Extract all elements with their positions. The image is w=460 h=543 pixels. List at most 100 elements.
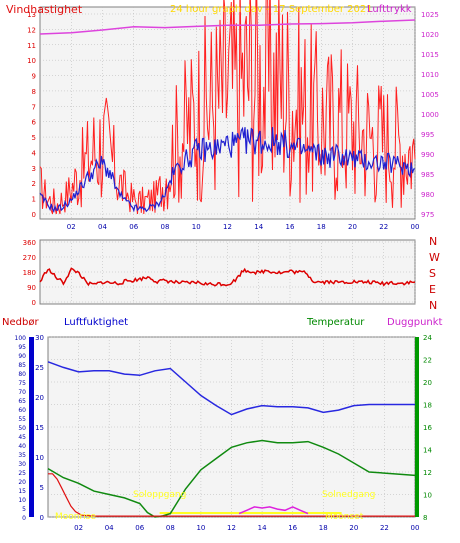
precip-tick-label: 30	[18, 461, 26, 468]
temp-x-tick-label: 02	[74, 524, 83, 532]
temp-x-tick-label: 04	[105, 524, 114, 532]
wind-tick-label: 4	[32, 149, 37, 157]
precip-tick-label: 10	[18, 497, 26, 504]
pressure-tick-label: 975	[421, 211, 434, 219]
wind-speed-label: Vindhastighet	[6, 3, 83, 16]
direction-tick-label: 360	[23, 239, 36, 247]
temperature-line	[47, 439, 416, 518]
sunset-label: Solnedgang	[322, 490, 375, 500]
temp-x-tick-label: 22	[380, 524, 389, 532]
temp-series	[47, 361, 416, 518]
precip-tick-label: 75	[18, 380, 26, 387]
precip-tick-label: 25	[18, 470, 26, 477]
precip-tick-label: 65	[18, 398, 26, 405]
temp-axis-ticks: 8101214161820222405101520253035404550556…	[15, 334, 433, 532]
wind-x-tick-label: 04	[98, 223, 107, 231]
pressure-tick-label: 995	[421, 131, 434, 139]
direction-tick-label: 180	[23, 269, 36, 277]
wind-tick-label: 1	[32, 196, 36, 204]
humidity-line	[47, 361, 415, 416]
wind-x-tick-label: 22	[379, 223, 388, 231]
pressure-tick-label: 1025	[421, 11, 439, 19]
wind-tick-label: 7	[32, 103, 36, 111]
compass-south: S	[429, 267, 436, 280]
temp-tick-label: 14	[423, 447, 432, 455]
wind-x-tick-label: 10	[192, 223, 201, 231]
temperature-label: Temperatur	[306, 317, 365, 328]
pressure-tick-label: 980	[421, 191, 434, 199]
compass-labels: N W S E N	[429, 235, 440, 312]
precip-tick-label: 5	[22, 506, 26, 513]
moonrise-label: Moonrise	[55, 512, 96, 522]
direction-grid	[40, 240, 416, 304]
wind-series	[39, 0, 416, 215]
temp-tick-label: 8	[423, 514, 427, 522]
precip-tick-label: 55	[18, 416, 26, 423]
pressure-tick-label: 1015	[421, 51, 439, 59]
precip-line	[48, 473, 415, 517]
direction-tick-label: 0	[32, 299, 36, 307]
temp-x-tick-label: 18	[319, 524, 328, 532]
humidity-tick-label: 30	[35, 334, 44, 342]
precip-tick-label: 70	[18, 389, 26, 396]
wind-x-tick-label: 12	[223, 223, 232, 231]
wind-tick-label: 2	[32, 180, 36, 188]
precip-tick-label: 90	[18, 353, 26, 360]
precip-tick-label: 45	[18, 434, 26, 441]
compass-north-bottom: N	[429, 299, 437, 312]
temp-tick-label: 18	[423, 402, 432, 410]
pressure-tick-label: 1005	[421, 91, 439, 99]
precip-tick-label: 50	[18, 425, 26, 432]
precip-tick-label: 95	[18, 344, 26, 351]
humidity-tick-label: 20	[35, 394, 44, 402]
wind-tick-label: 3	[32, 165, 36, 173]
temp-x-tick-label: 20	[349, 524, 358, 532]
temp-x-tick-label: 08	[166, 524, 175, 532]
temp-x-tick-label: 06	[135, 524, 144, 532]
compass-north-top: N	[429, 235, 437, 248]
wind-tick-label: 8	[32, 88, 36, 96]
dewpoint-line	[238, 506, 309, 515]
precip-axis-bar	[29, 337, 34, 517]
temp-x-tick-label: 10	[196, 524, 205, 532]
wind-x-tick-label: 08	[161, 223, 170, 231]
precip-tick-label: 40	[18, 443, 26, 450]
precip-tick-label: 60	[18, 407, 26, 414]
direction-axis-ticks: 0 90 180 270 360	[23, 239, 36, 307]
pressure-label: Lufttrykk	[367, 4, 412, 15]
humidity-label: Luftfuktighet	[64, 317, 128, 328]
compass-west: W	[429, 251, 440, 264]
wind-axis-ticks: 0123456789101112139759809859909951000100…	[27, 11, 439, 231]
precip-tick-label: 85	[18, 362, 26, 369]
graph-title: 24 hour graph dav - 17 September 2021	[170, 4, 373, 15]
wind-tick-label: 12	[27, 26, 36, 34]
wind-x-tick-label: 02	[67, 223, 76, 231]
precip-tick-label: 20	[18, 479, 26, 486]
wind-tick-label: 0	[32, 211, 36, 219]
temp-tick-label: 10	[423, 492, 432, 500]
wind-x-tick-label: 00	[411, 223, 420, 231]
pressure-tick-label: 985	[421, 171, 434, 179]
temp-x-tick-label: 16	[288, 524, 297, 532]
pressure-tick-label: 1000	[421, 111, 439, 119]
precip-tick-label: 35	[18, 452, 26, 459]
wind-tick-label: 13	[27, 11, 36, 19]
wind-x-tick-label: 18	[317, 223, 326, 231]
pressure-tick-label: 990	[421, 151, 434, 159]
precip-tick-label: 80	[18, 371, 26, 378]
pressure-tick-label: 1020	[421, 31, 439, 39]
wind-average-line	[39, 126, 416, 214]
wind-x-tick-label: 20	[348, 223, 357, 231]
temp-x-tick-label: 14	[258, 524, 267, 532]
precip-tick-label: 15	[18, 488, 26, 495]
temp-grid	[48, 336, 416, 518]
wind-x-tick-label: 14	[254, 223, 263, 231]
humidity-tick-label: 10	[35, 454, 44, 462]
wind-tick-label: 10	[27, 57, 36, 65]
moonset-label: Moonset	[325, 512, 364, 522]
sunrise-label: Soloppgang	[133, 490, 186, 500]
direction-series	[39, 267, 416, 287]
wind-gust-line	[39, 0, 416, 215]
temp-axis-bar	[415, 337, 419, 517]
